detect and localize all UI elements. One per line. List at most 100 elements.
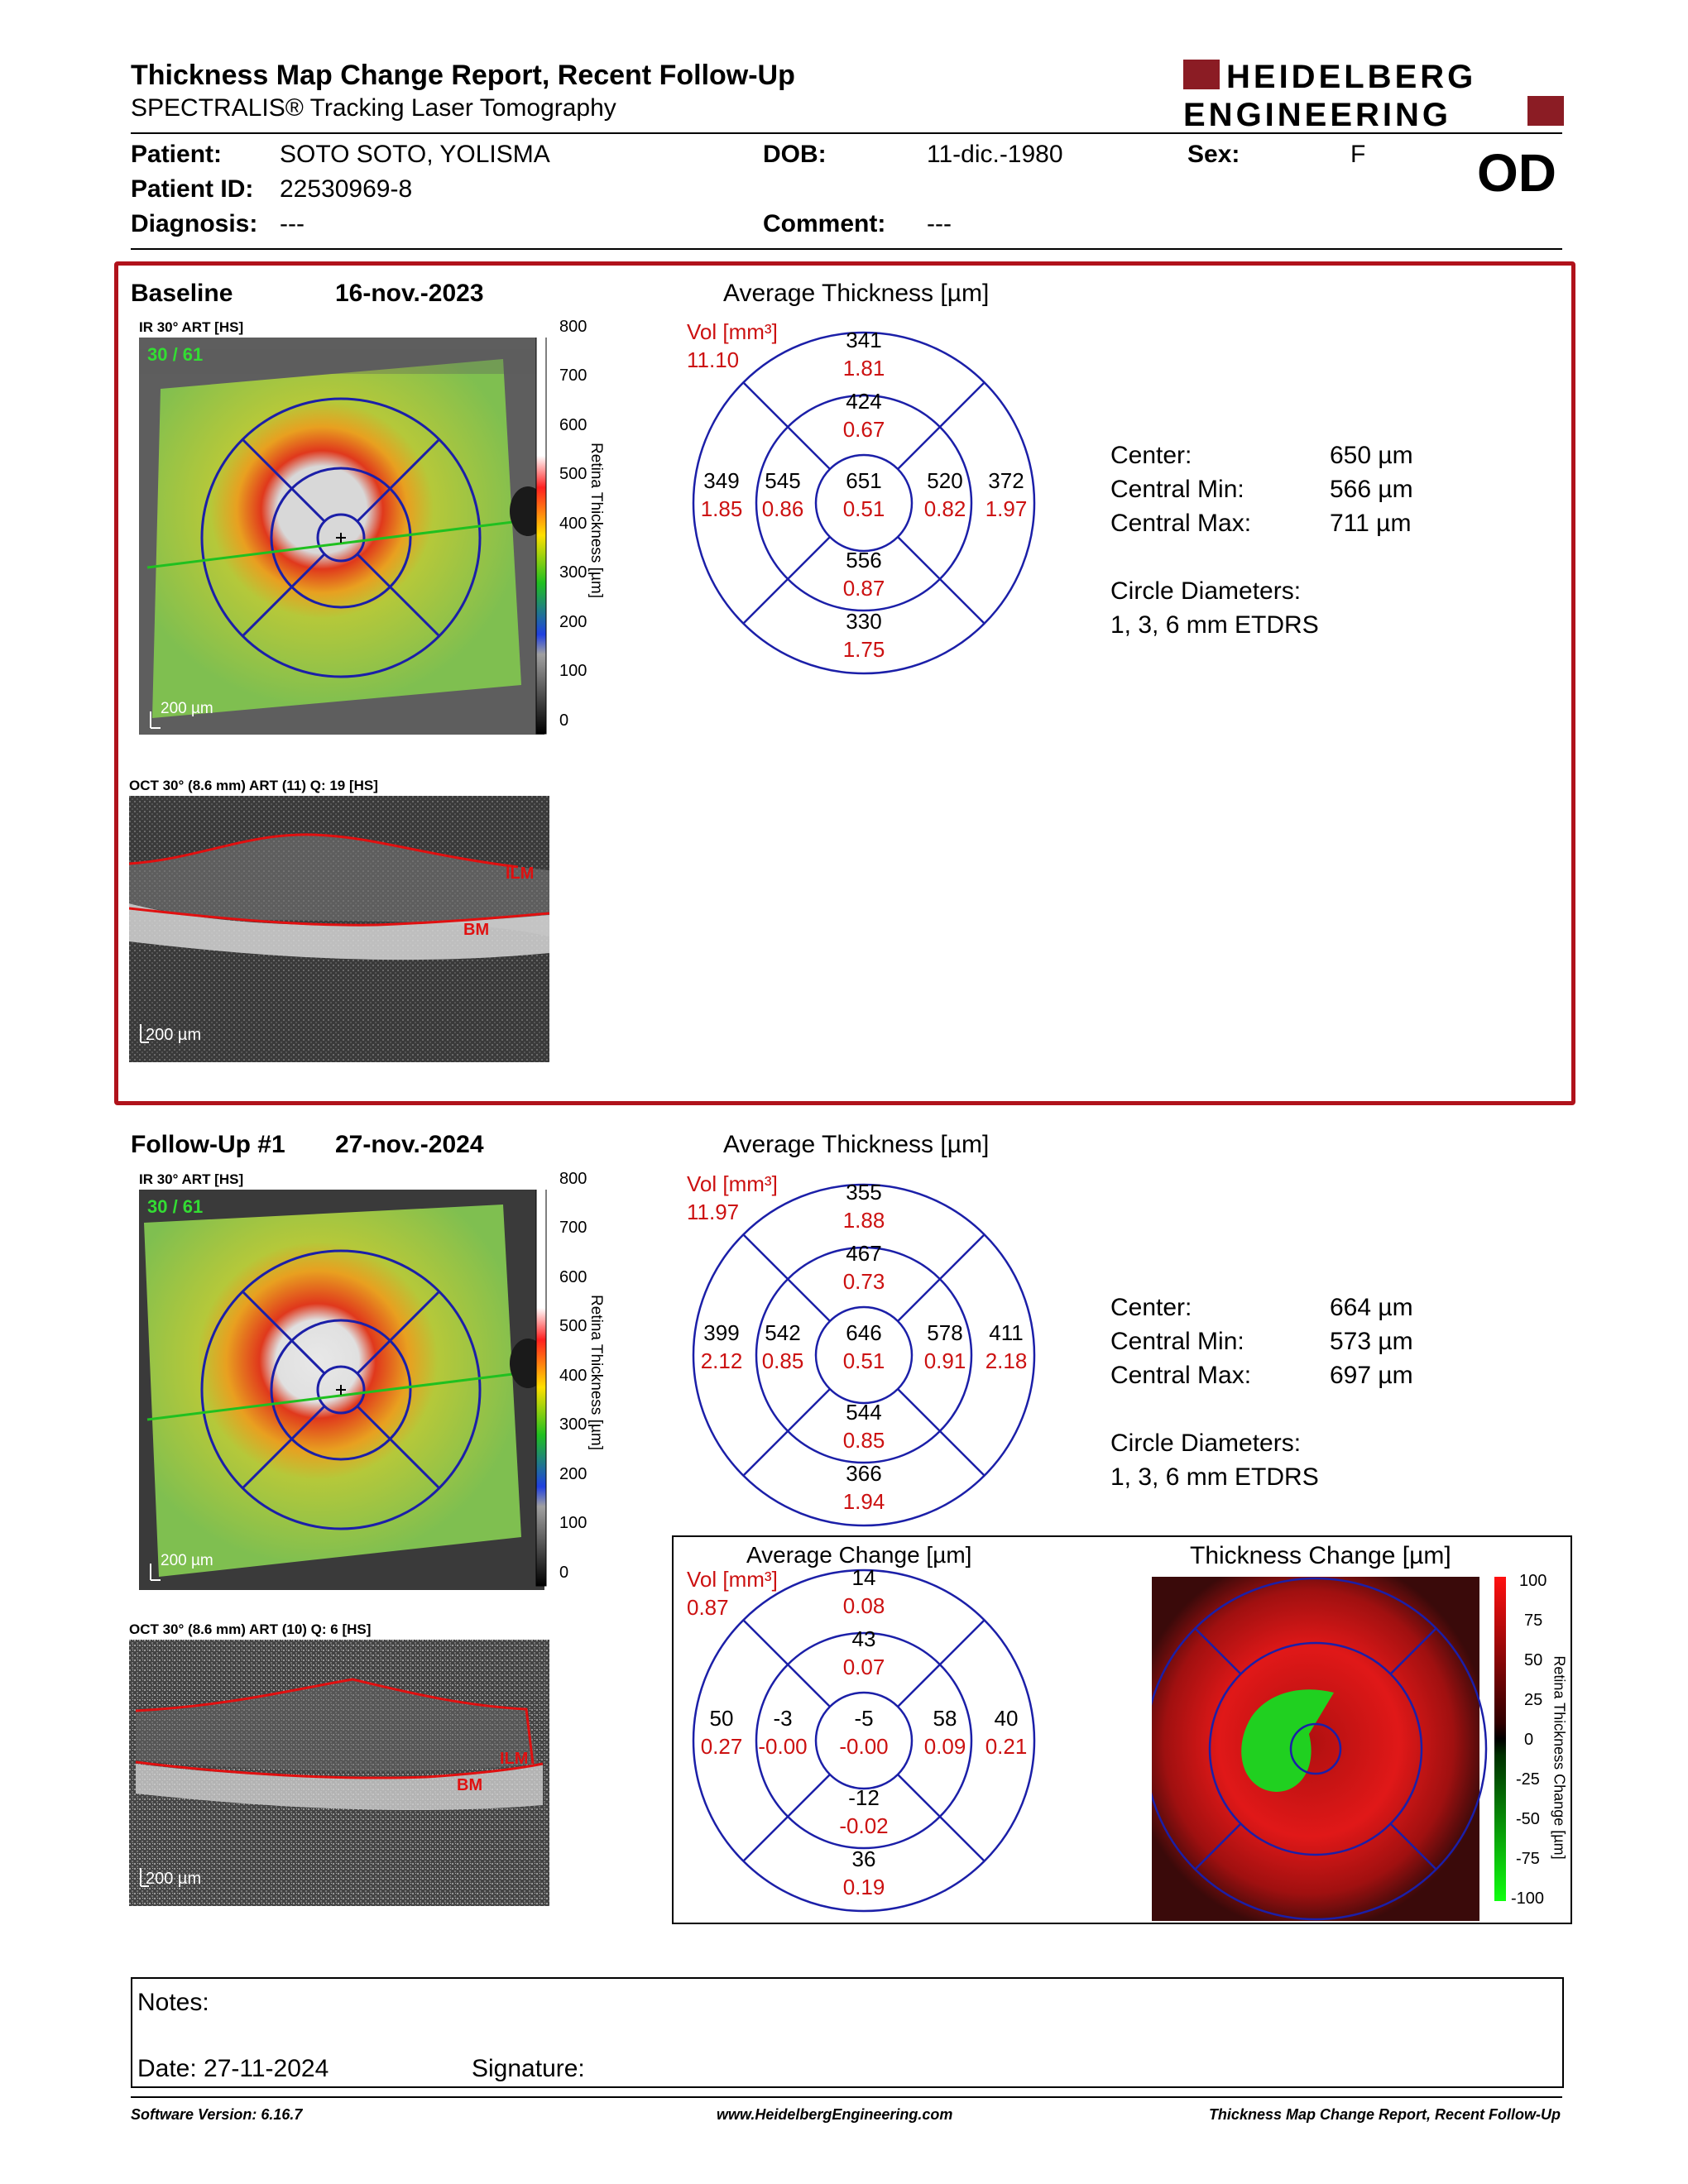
svg-text:0.07: 0.07 (843, 1655, 885, 1679)
svg-text:1.75: 1.75 (843, 637, 885, 662)
svg-text:-5: -5 (854, 1706, 873, 1731)
svg-text:0.67: 0.67 (843, 417, 885, 442)
svg-text:0.85: 0.85 (762, 1348, 804, 1373)
change-etdrs-grid: Vol [mm³] 0.87 14 0.08 43 0.07 50 0.27 -… (687, 1565, 1036, 1913)
followup-colorbar-ticks: 800 700 600 500 400 300 200 100 0 (559, 1170, 587, 1582)
footer-divider (131, 2096, 1562, 2098)
followup-ir-caption: IR 30° ART [HS] (139, 1171, 244, 1187)
baseline-vol-label: Vol [mm³] (687, 319, 778, 344)
svg-text:651: 651 (846, 468, 881, 493)
patient-label: Patient: (131, 141, 223, 168)
dob-label: DOB: (763, 141, 827, 168)
change-colorbar-ticks: 100 75 50 25 0 -25 -50 -75 -100 (1511, 1572, 1547, 1908)
baseline-frame-counter: 30 / 61 (147, 344, 203, 365)
svg-text:-3: -3 (773, 1706, 792, 1731)
followup-vol-total: 11.97 (687, 1200, 739, 1224)
sex: F (1350, 141, 1366, 168)
svg-text:520: 520 (927, 468, 962, 493)
svg-text:646: 646 (846, 1320, 881, 1345)
baseline-colorbar-ticks: 800 700 600 500 400 300 200 100 0 (559, 318, 587, 730)
baseline-fundus-map: 30 / 61 200 µm (139, 338, 547, 735)
dob: 11-dic.-1980 (927, 141, 1063, 168)
svg-text:399: 399 (703, 1320, 739, 1345)
svg-text:-12: -12 (848, 1785, 880, 1810)
svg-text:58: 58 (933, 1706, 957, 1731)
svg-text:14: 14 (852, 1565, 876, 1590)
baseline-ir-caption: IR 30° ART [HS] (139, 319, 244, 335)
svg-text:40: 40 (995, 1706, 1019, 1731)
baseline-oct-scale: 200 µm (146, 1026, 201, 1044)
svg-text:50: 50 (710, 1706, 734, 1731)
svg-text:36: 36 (852, 1846, 876, 1871)
svg-text:2.18: 2.18 (985, 1348, 1028, 1373)
svg-text:544: 544 (846, 1400, 881, 1425)
sex-label: Sex: (1187, 141, 1240, 168)
diagnosis: --- (280, 210, 305, 237)
svg-text:355: 355 (846, 1180, 881, 1205)
svg-text:542: 542 (765, 1320, 800, 1345)
svg-text:0.91: 0.91 (924, 1348, 966, 1373)
website-link[interactable]: www.HeidelbergEngineering.com (717, 2106, 953, 2123)
thickness-change-map (1152, 1577, 1506, 1921)
followup-etdrs-grid: Vol [mm³] 11.97 355 1.88 467 0.73 399 2.… (687, 1171, 1036, 1527)
comment: --- (927, 210, 952, 237)
svg-text:0.51: 0.51 (843, 496, 885, 521)
baseline-frame (114, 261, 1575, 1105)
followup-bm-label: BM (457, 1776, 482, 1794)
svg-text:1.88: 1.88 (843, 1208, 885, 1233)
svg-text:556: 556 (846, 548, 881, 572)
date-label: Date: 27-11-2024 (137, 2055, 329, 2082)
report-subtitle: SPECTRALIS® Tracking Laser Tomography (131, 94, 616, 122)
followup-vol-label: Vol [mm³] (687, 1171, 778, 1196)
followup-label: Follow-Up #1 (131, 1131, 285, 1158)
svg-text:1.97: 1.97 (985, 496, 1028, 521)
svg-text:330: 330 (846, 609, 881, 634)
svg-text:578: 578 (927, 1320, 962, 1345)
heidelberg-logo: HEIDELBERG ENGINEERING (1183, 58, 1564, 133)
baseline-etdrs-grid: Vol [mm³] 11.10 341 1.81 424 0.67 349 1.… (687, 319, 1036, 675)
change-map-title: Thickness Change [µm] (1190, 1542, 1451, 1569)
report-title: Thickness Map Change Report, Recent Foll… (131, 60, 795, 91)
svg-text:411: 411 (989, 1320, 1023, 1345)
followup-ilm-label: ILM (500, 1750, 528, 1768)
change-panel (672, 1535, 1572, 1924)
diagnosis-label: Diagnosis: (131, 210, 258, 237)
svg-text:1.85: 1.85 (701, 496, 743, 521)
svg-text:43: 43 (852, 1626, 876, 1651)
svg-text:0.21: 0.21 (985, 1734, 1028, 1759)
svg-text:1.94: 1.94 (843, 1489, 885, 1514)
baseline-bm-label: BM (463, 921, 489, 939)
baseline-ilm-label: ILM (506, 864, 534, 883)
svg-text:349: 349 (703, 468, 739, 493)
svg-text:0.86: 0.86 (762, 496, 804, 521)
svg-text:0.19: 0.19 (843, 1875, 885, 1899)
change-avg-title: Average Change [µm] (746, 1542, 972, 1568)
signature-label: Signature: (472, 2055, 585, 2082)
change-vol-label: Vol [mm³] (687, 1567, 778, 1592)
svg-text:372: 372 (988, 468, 1024, 493)
svg-text:-0.02: -0.02 (839, 1813, 888, 1838)
baseline-vol-total: 11.10 (687, 347, 739, 372)
change-vol-total: 0.87 (687, 1595, 729, 1620)
svg-text:366: 366 (846, 1461, 881, 1486)
followup-avg-title: Average Thickness [µm] (723, 1131, 990, 1158)
followup-frame-counter: 30 / 61 (147, 1196, 203, 1217)
baseline-date: 16-nov.-2023 (335, 280, 484, 307)
change-colorbar-title: Retina Thickness Change [µm] (1551, 1655, 1568, 1860)
brand-line1: HEIDELBERG (1226, 59, 1476, 95)
svg-text:424: 424 (846, 389, 881, 414)
baseline-colorbar-title: Retina Thickness [µm] (587, 443, 605, 598)
patient-id-label: Patient ID: (131, 175, 254, 203)
footer-report-name: Thickness Map Change Report, Recent Foll… (1208, 2106, 1561, 2123)
comment-label: Comment: (763, 210, 886, 237)
header-divider (131, 132, 1562, 134)
patient-name: SOTO SOTO, YOLISMA (280, 141, 550, 168)
software-version: Software Version: 6.16.7 (131, 2106, 303, 2123)
notes-box[interactable]: Notes: Date: 27-11-2024 Signature: (131, 1977, 1564, 2088)
svg-text:0.85: 0.85 (843, 1428, 885, 1453)
baseline-stats: Center: 650 µm Central Min: 566 µm Central… (1110, 442, 1413, 639)
notes-label: Notes: (137, 1989, 209, 2016)
baseline-avg-title: Average Thickness [µm] (723, 280, 990, 307)
eye-label: OD (1477, 143, 1556, 203)
svg-text:0.73: 0.73 (843, 1269, 885, 1294)
